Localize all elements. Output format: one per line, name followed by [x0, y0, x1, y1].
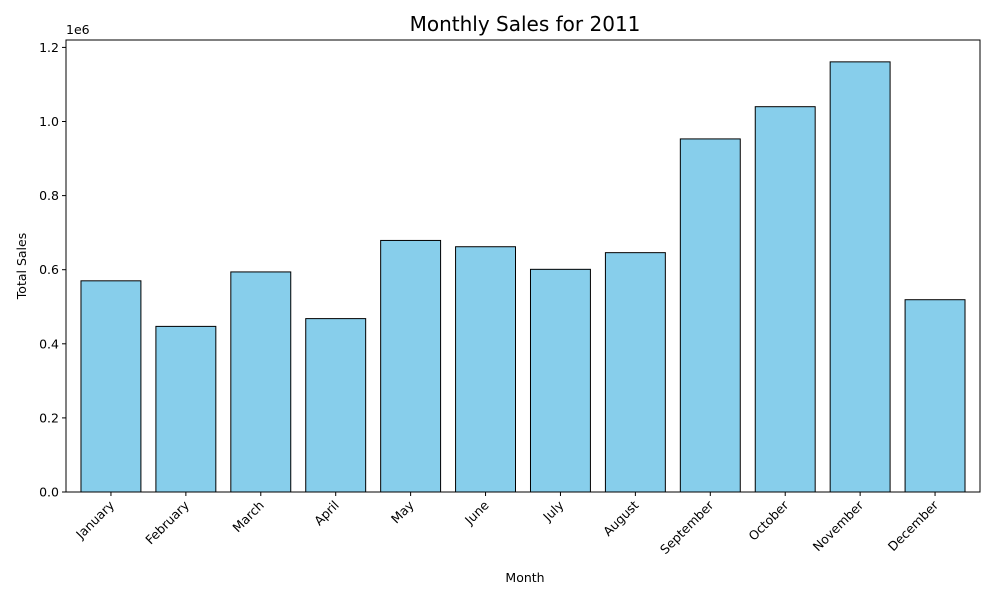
bars-group [80, 61, 966, 493]
bar-march [230, 271, 292, 493]
x-tick-label: March [229, 498, 267, 536]
bar-june [455, 246, 517, 493]
chart-title: Monthly Sales for 2011 [410, 12, 641, 36]
x-tick-label: July [539, 497, 567, 525]
x-tick-label: August [600, 497, 642, 539]
bar-september [679, 138, 741, 493]
y-tick-label: 1.0 [39, 114, 59, 129]
bar-july [529, 268, 591, 493]
bar-december [904, 299, 966, 493]
bar-august [604, 252, 666, 493]
x-tick-label: April [311, 498, 342, 529]
x-tick-label: June [461, 497, 492, 528]
x-tick-label: January [72, 497, 117, 542]
x-tick-label: May [388, 497, 417, 526]
y-tick-label: 0.4 [39, 336, 59, 351]
x-tick-label: February [142, 497, 192, 547]
y-ticks-group: 0.0 0.2 0.4 0.6 0.8 1.0 1.2 [39, 40, 66, 500]
y-axis-offset-label: 1e6 [66, 22, 90, 37]
x-tick-label: November [810, 497, 867, 554]
x-tick-label: September [657, 497, 717, 557]
x-tick-label: October [745, 497, 792, 544]
bar-may [380, 239, 442, 493]
y-tick-label: 0.0 [39, 485, 59, 500]
y-axis-label: Total Sales [14, 233, 29, 300]
y-tick-label: 0.2 [39, 410, 59, 425]
y-tick-label: 0.8 [39, 188, 59, 203]
x-ticks-group: January February March April May June July Augu… [72, 492, 942, 557]
y-tick-label: 0.6 [39, 262, 59, 277]
bar-october [754, 106, 816, 493]
x-axis-label: Month [505, 570, 544, 585]
bar-january [80, 280, 142, 493]
y-tick-label: 1.2 [39, 40, 59, 55]
bar-april [305, 318, 367, 493]
plot-frame [65, 39, 981, 493]
bar-february [155, 325, 217, 493]
bar-november [829, 61, 891, 493]
x-tick-label: December [885, 497, 942, 554]
